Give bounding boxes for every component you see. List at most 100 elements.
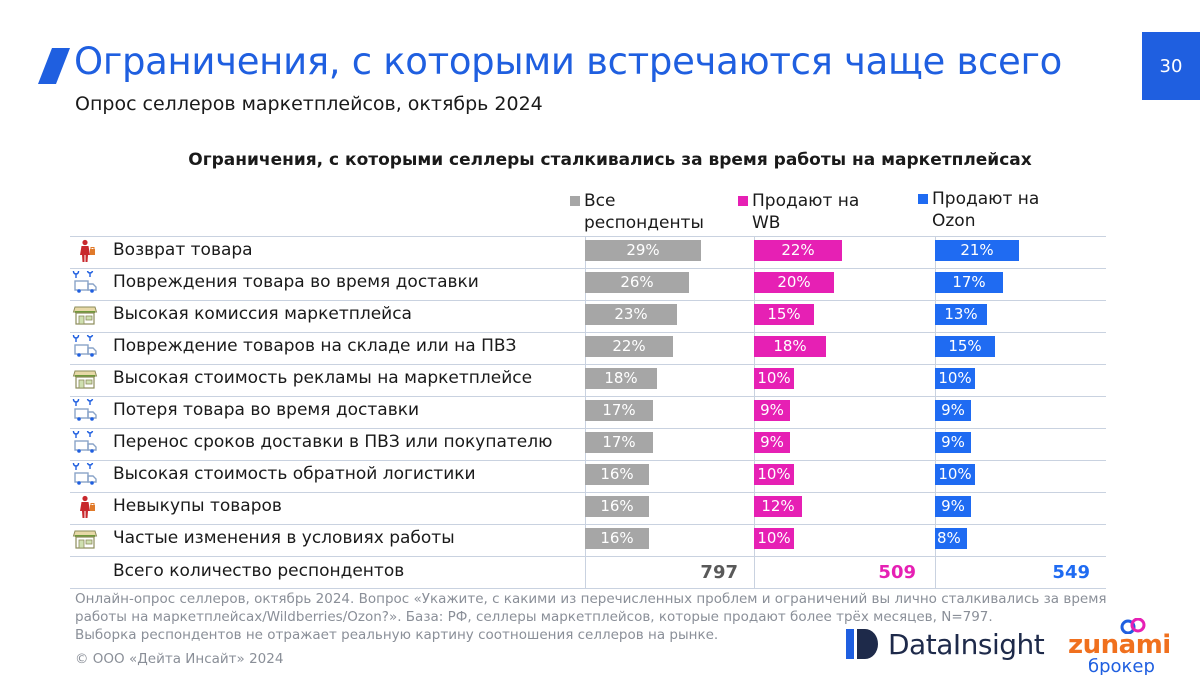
zunami-wave-icon <box>1120 618 1146 634</box>
bar-value-label: 9% <box>941 433 965 451</box>
bar-ozon <box>935 400 971 421</box>
bar-wb <box>754 368 794 389</box>
marketplace-store-icon <box>72 303 98 327</box>
footnote-line: Онлайн-опрос селлеров, октябрь 2024. Воп… <box>75 591 1107 607</box>
bar-value-label: 15% <box>767 305 801 323</box>
bar-value-label: 12% <box>761 497 795 515</box>
accent-slash-icon <box>38 48 70 84</box>
bar-all <box>585 240 701 261</box>
bar-ozon <box>935 304 987 325</box>
row-separator <box>70 492 1106 493</box>
bar-ozon <box>935 336 995 357</box>
category-label: Перенос сроков доставки в ПВЗ или покупа… <box>113 432 553 452</box>
bar-all <box>585 368 657 389</box>
bar-wb <box>754 432 790 453</box>
total-ozon-value: 549 <box>1052 562 1090 583</box>
category-label: Потеря товара во время доставки <box>113 400 420 420</box>
bar-value-label: 13% <box>944 305 978 323</box>
legend-all-label: Все респонденты <box>584 191 704 233</box>
bar-value-label: 22% <box>612 337 646 355</box>
datainsight-logo: DataInsight <box>846 627 1045 661</box>
bar-ozon <box>935 272 1003 293</box>
bar-value-label: 9% <box>760 433 784 451</box>
bar-value-label: 10% <box>757 369 791 387</box>
category-label: Высокая стоимость рекламы на маркетплейс… <box>113 368 533 388</box>
bar-ozon <box>935 496 971 517</box>
datainsight-wordmark: DataInsight <box>888 627 1045 661</box>
bar-value-label: 9% <box>941 497 965 515</box>
bar-wb <box>754 240 842 261</box>
total-all-value: 797 <box>700 562 738 583</box>
category-label: Невыкупы товаров <box>113 496 282 516</box>
bar-all <box>585 496 649 517</box>
bar-value-label: 10% <box>757 529 791 547</box>
category-label: Высокая комиссия маркетплейса <box>113 304 412 324</box>
delivery-truck-icon <box>72 267 98 295</box>
row-separator <box>70 428 1106 429</box>
row-separator <box>70 236 1106 237</box>
category-label: Возврат товара <box>113 240 253 260</box>
footnote-line: работы на маркетплейсах/Wildberries/Ozon… <box>75 609 993 625</box>
bar-wb <box>754 272 834 293</box>
bar-all <box>585 400 653 421</box>
zunami-wordmark: zunami <box>1068 630 1171 660</box>
bar-all <box>585 336 673 357</box>
bar-value-label: 9% <box>760 401 784 419</box>
bar-wb <box>754 304 814 325</box>
row-separator <box>70 332 1106 333</box>
legend-wb: Продают на WB <box>738 190 888 234</box>
legend-all: Все респонденты <box>570 190 720 234</box>
legend-ozon-swatch <box>918 194 928 204</box>
zunami-logo: zunami брокер <box>1068 618 1178 675</box>
legend-ozon: Продают на Ozon <box>918 188 1068 232</box>
page-number: 30 <box>1142 32 1200 100</box>
category-label: Повреждение товаров на складе или на ПВЗ <box>113 336 517 356</box>
bar-value-label: 18% <box>604 369 638 387</box>
legend-wb-label: Продают на WB <box>752 191 860 233</box>
bar-wb <box>754 336 826 357</box>
marketplace-store-icon <box>72 367 98 391</box>
page-title: Ограничения, с которыми встречаются чаще… <box>74 40 1062 83</box>
bar-value-label: 17% <box>602 401 636 419</box>
row-separator <box>70 364 1106 365</box>
bar-value-label: 29% <box>626 241 660 259</box>
bar-value-label: 22% <box>781 241 815 259</box>
bar-value-label: 15% <box>948 337 982 355</box>
footnote-line: Выборка респондентов не отражает реальну… <box>75 627 719 643</box>
bar-value-label: 10% <box>938 465 972 483</box>
bar-ozon <box>935 240 1019 261</box>
row-separator <box>70 268 1106 269</box>
bar-value-label: 20% <box>777 273 811 291</box>
bar-value-label: 16% <box>600 529 634 547</box>
bar-value-label: 26% <box>620 273 654 291</box>
bar-ozon <box>935 368 975 389</box>
chart-title: Ограничения, с которыми селлеры сталкива… <box>188 150 1032 170</box>
total-wb-value: 509 <box>878 562 916 583</box>
bar-value-label: 18% <box>773 337 807 355</box>
row-separator <box>70 460 1106 461</box>
bar-ozon <box>935 432 971 453</box>
delivery-truck-icon <box>72 331 98 359</box>
bar-value-label: 9% <box>941 401 965 419</box>
bar-all <box>585 464 649 485</box>
legend-wb-swatch <box>738 196 748 206</box>
legend-ozon-label: Продают на Ozon <box>932 189 1040 231</box>
bar-all <box>585 304 677 325</box>
row-separator <box>70 588 1106 589</box>
row-separator <box>70 524 1106 525</box>
bar-value-label: 10% <box>757 465 791 483</box>
bar-value-label: 21% <box>960 241 994 259</box>
person-bag-icon <box>72 495 98 519</box>
bar-all <box>585 528 649 549</box>
bar-wb <box>754 528 794 549</box>
category-label: Высокая стоимость обратной логистики <box>113 464 476 484</box>
marketplace-store-icon <box>72 527 98 551</box>
category-label: Повреждения товара во время доставки <box>113 272 479 292</box>
delivery-truck-icon <box>72 395 98 423</box>
legend-all-swatch <box>570 196 580 206</box>
bar-wb <box>754 464 794 485</box>
delivery-truck-icon <box>72 427 98 455</box>
bar-all <box>585 432 653 453</box>
bar-value-label: 17% <box>602 433 636 451</box>
bar-ozon <box>935 528 967 549</box>
